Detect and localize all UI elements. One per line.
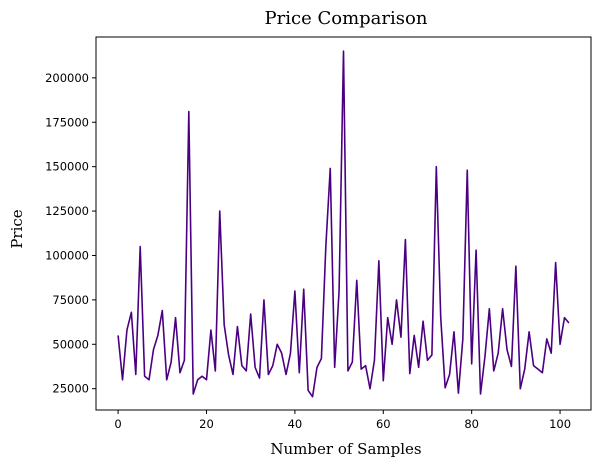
y-tick-label: 125000	[45, 204, 89, 218]
plot-area	[117, 50, 570, 398]
x-tick-label: 0	[114, 417, 121, 431]
y-tick-label: 100000	[45, 248, 89, 262]
y-tick-label: 50000	[52, 337, 89, 351]
x-tick-label: 60	[376, 417, 391, 431]
price-series-line	[117, 50, 570, 398]
chart-title: Price Comparison	[265, 8, 428, 29]
x-tick-label: 100	[549, 417, 571, 431]
x-tick-label: 20	[199, 417, 214, 431]
y-axis-label: Price	[8, 209, 26, 248]
axis-ticks: 0 20 40 60 80 100 25000 50000 75000 100000 125000 1…	[45, 71, 571, 431]
x-axis-label: Number of Samples	[270, 440, 421, 458]
y-tick-label: 75000	[52, 293, 89, 307]
y-tick-label: 200000	[45, 71, 89, 85]
x-tick-label: 40	[288, 417, 303, 431]
plot-frame	[95, 36, 592, 411]
y-tick-label: 150000	[45, 160, 89, 174]
y-tick-label: 175000	[45, 115, 89, 129]
y-tick-label: 25000	[52, 382, 89, 396]
x-tick-label: 80	[464, 417, 479, 431]
